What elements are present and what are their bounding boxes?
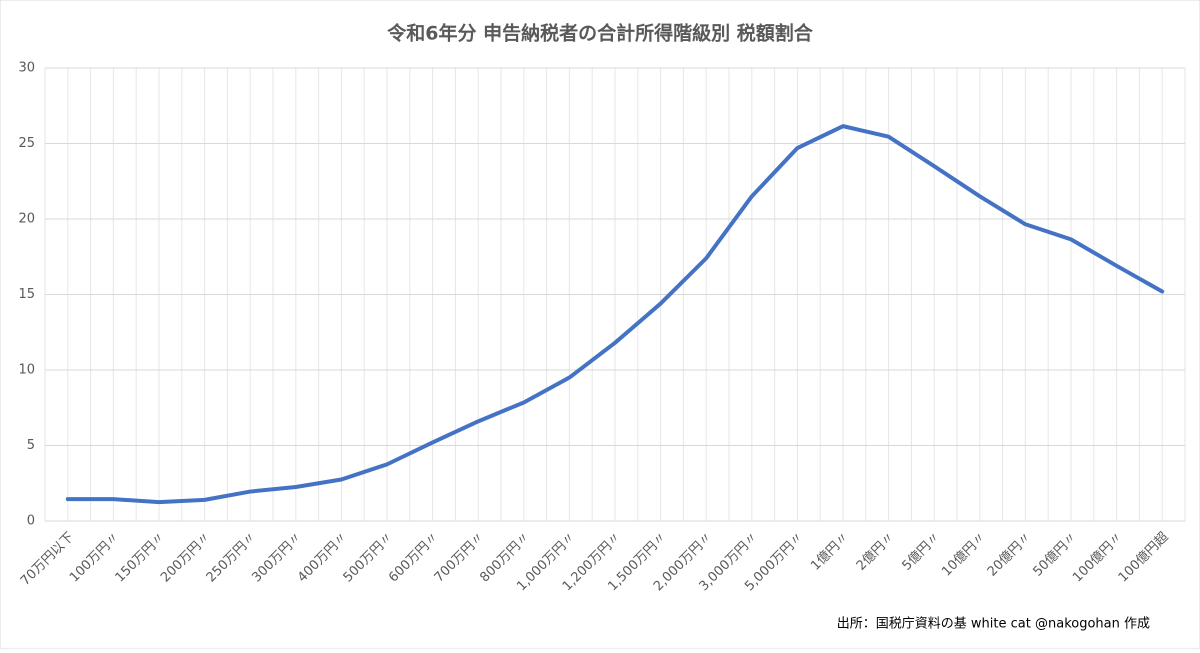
y-tick-label: 20 [18,212,35,227]
y-tick-label: 5 [27,438,35,453]
y-tick-label: 10 [18,363,35,378]
y-tick-label: 25 [18,136,35,151]
y-tick-label: 0 [27,514,35,529]
data-line [65,124,1165,505]
chart-title: 令和6年分 申告納税者の合計所得階級別 税額割合 [387,22,813,45]
source-note: 出所：国税庁資料の基 white cat @nakogohan 作成 [837,617,1150,632]
y-tick-label: 30 [18,61,35,76]
y-tick-label: 15 [18,287,35,302]
